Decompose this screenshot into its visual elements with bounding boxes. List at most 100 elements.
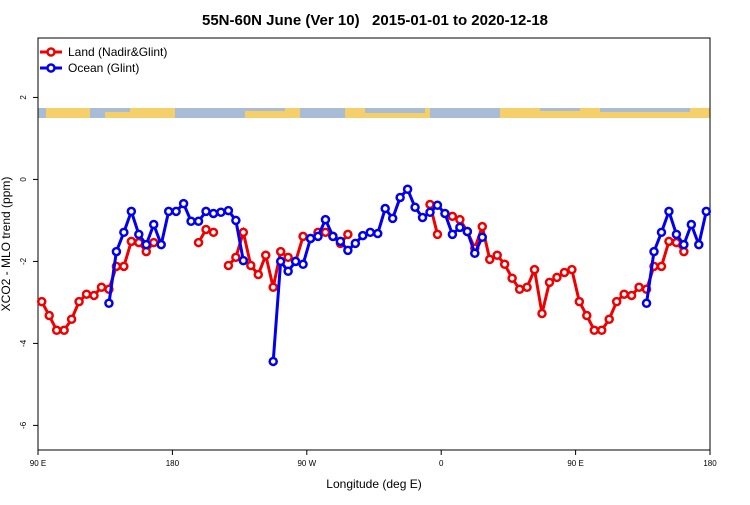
point [522, 282, 532, 292]
point [193, 216, 204, 226]
x-tick-label: 180 [166, 459, 180, 468]
point [313, 231, 323, 242]
point [425, 207, 435, 217]
point [544, 277, 555, 288]
y-tick-label: -6 [19, 421, 28, 429]
point [111, 246, 122, 257]
point [141, 239, 152, 250]
point [395, 192, 405, 203]
point [656, 261, 667, 272]
point [499, 259, 510, 270]
point [268, 356, 278, 367]
point [81, 289, 92, 299]
point [649, 246, 659, 257]
point [238, 255, 249, 266]
series [104, 184, 712, 367]
point [119, 227, 129, 238]
x-tick-label: 90 W [297, 459, 316, 468]
point [275, 256, 286, 267]
point [246, 260, 256, 271]
y-axis-label: XCO2 - MLO trend (ppm) [0, 177, 13, 312]
point [51, 325, 62, 336]
point [148, 219, 159, 230]
point [148, 237, 159, 248]
point [126, 236, 137, 247]
point [484, 254, 495, 265]
point [611, 296, 622, 307]
point [186, 216, 196, 226]
point [507, 273, 517, 283]
point [417, 212, 428, 223]
point [96, 282, 107, 292]
chart-title: 55N-60N June (Ver 10) 2015-01-01 to 2020… [202, 12, 548, 29]
point [171, 206, 181, 217]
point [402, 184, 413, 195]
point [119, 261, 129, 272]
y-tick-label: 2 [19, 95, 28, 100]
point [664, 236, 674, 247]
point [59, 325, 69, 336]
point [343, 245, 353, 256]
series-line [107, 186, 708, 362]
point [455, 214, 465, 225]
point [298, 231, 308, 242]
point [462, 226, 473, 237]
point [208, 227, 219, 238]
map-band [38, 108, 710, 118]
point [492, 250, 502, 261]
point [679, 239, 689, 250]
point [425, 199, 435, 210]
point [74, 296, 84, 307]
point [126, 206, 137, 217]
point [104, 298, 114, 308]
point [275, 246, 286, 257]
point [178, 198, 189, 209]
point [231, 252, 241, 263]
point [380, 203, 390, 214]
y-tick-label: -4 [19, 339, 28, 347]
point [559, 267, 570, 278]
legend-marker [46, 47, 56, 57]
point [358, 230, 368, 241]
x-tick-label: 180 [703, 459, 717, 468]
point [567, 264, 577, 275]
point [596, 325, 607, 336]
point [447, 229, 458, 240]
point [216, 207, 226, 217]
point [686, 219, 697, 230]
point [529, 264, 540, 275]
point [134, 229, 144, 240]
point [589, 325, 600, 336]
x-axis-label: Longitude (deg E) [326, 477, 421, 491]
point [470, 248, 480, 258]
point [365, 227, 376, 238]
x-tick-label: 90 E [30, 459, 46, 468]
point [201, 224, 211, 235]
point [410, 202, 420, 213]
point [253, 269, 264, 280]
point [208, 208, 219, 219]
point [432, 229, 443, 240]
point [201, 206, 211, 217]
point [582, 310, 592, 321]
y-tick-label: -2 [19, 257, 28, 265]
point [66, 314, 77, 324]
point [634, 282, 644, 292]
point [671, 229, 682, 240]
point [335, 236, 346, 247]
point [343, 229, 353, 240]
point [694, 239, 704, 250]
point [328, 231, 338, 242]
point [619, 289, 629, 299]
point [656, 227, 667, 238]
point [641, 298, 652, 308]
point [44, 310, 54, 321]
point [552, 272, 562, 283]
point [238, 227, 249, 238]
point [223, 205, 234, 216]
point [477, 232, 488, 242]
point [283, 266, 293, 277]
point [432, 200, 443, 211]
point [477, 221, 488, 232]
